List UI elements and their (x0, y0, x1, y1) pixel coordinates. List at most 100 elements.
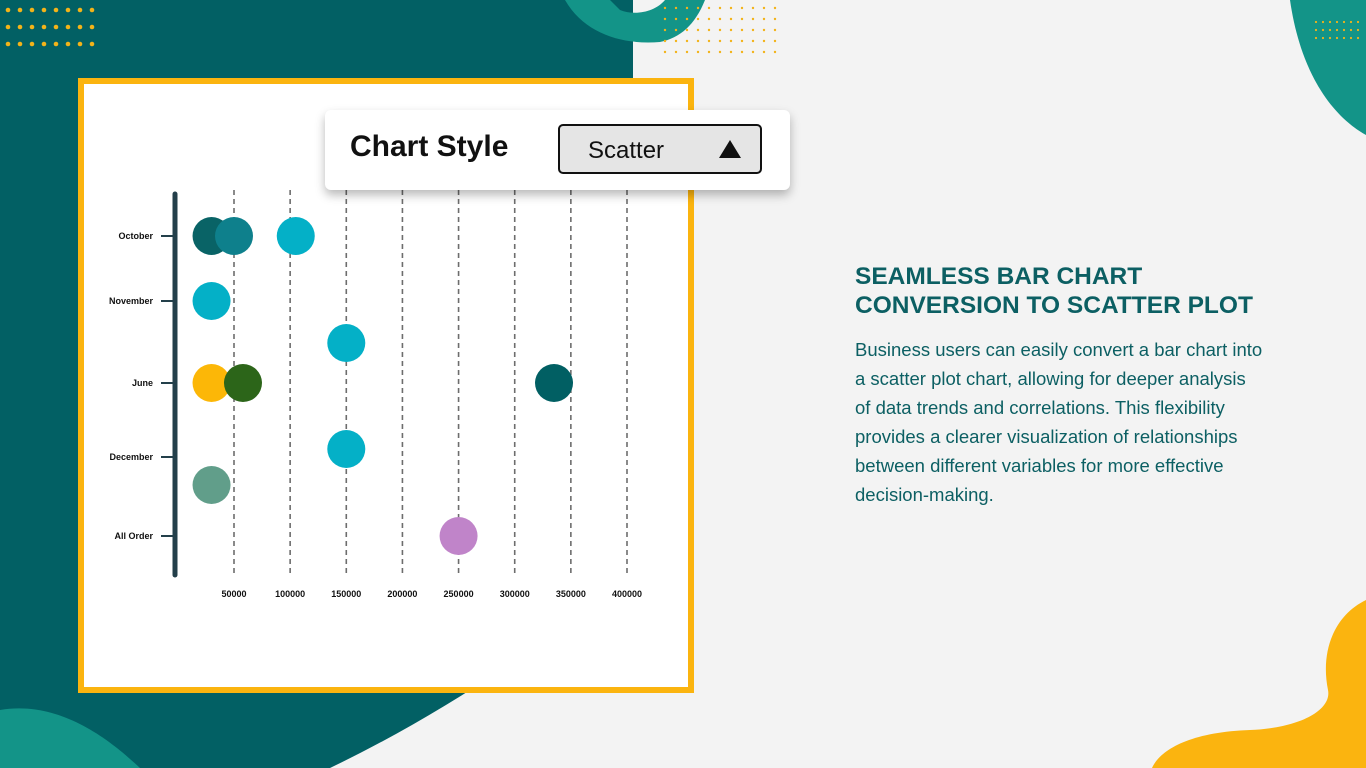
pattern-dot (740, 50, 744, 54)
pattern-dot (685, 50, 689, 54)
pattern-dot (762, 17, 766, 21)
pattern-dot (740, 17, 744, 21)
pattern-dot (1335, 20, 1339, 24)
scatter-point (535, 364, 574, 402)
pattern-dot (1314, 28, 1318, 32)
pattern-dot (718, 39, 722, 43)
pattern-dot (1321, 20, 1325, 24)
pattern-dot (1349, 20, 1353, 24)
pattern-dot (663, 6, 667, 10)
x-tick-label: 250000 (444, 589, 474, 599)
y-tick-label: November (109, 296, 154, 306)
yellow-bottom-right-shape (1152, 600, 1366, 768)
pattern-dot (718, 50, 722, 54)
pattern-dot (1342, 20, 1346, 24)
pattern-dot (65, 41, 71, 47)
pattern-dot (729, 6, 733, 10)
pattern-dot (729, 50, 733, 54)
pattern-dot (751, 28, 755, 32)
pattern-dot (663, 28, 667, 32)
dot-pattern-top-center (663, 6, 777, 54)
pattern-dot (762, 39, 766, 43)
dot-pattern-top-left (5, 7, 95, 47)
x-tick-label: 100000 (275, 589, 305, 599)
chart-style-label: Chart Style (350, 130, 509, 163)
pattern-dot (762, 50, 766, 54)
pattern-dot (762, 6, 766, 10)
feature-description: Business users can easily convert a bar … (855, 335, 1335, 509)
feature-heading: SEAMLESS BAR CHART CONVERSION TO SCATTER… (855, 262, 1335, 320)
pattern-dot (674, 17, 678, 21)
scatter-point (192, 282, 231, 320)
pattern-dot (1314, 20, 1318, 24)
scatter-point (192, 466, 231, 504)
chart-style-dropdown[interactable]: Scatter (558, 124, 762, 174)
pattern-dot (718, 6, 722, 10)
pattern-dot (1328, 28, 1332, 32)
teal-top-right-shape (1290, 0, 1366, 135)
pattern-dot (707, 17, 711, 21)
pattern-dot (685, 6, 689, 10)
pattern-dot (729, 28, 733, 32)
y-tick-label: All Order (114, 531, 153, 541)
feature-description-line: provides a clearer visualization of rela… (855, 426, 1238, 447)
scatter-point (327, 324, 366, 362)
pattern-dot (1314, 36, 1318, 40)
feature-description-line: a scatter plot chart, allowing for deepe… (855, 368, 1246, 389)
feature-heading-line: CONVERSION TO SCATTER PLOT (855, 292, 1253, 319)
scatter-point (276, 217, 315, 255)
pattern-dot (1349, 28, 1353, 32)
pattern-dot (685, 28, 689, 32)
pattern-dot (29, 7, 35, 13)
scatter-point (223, 364, 262, 402)
pattern-dot (17, 41, 23, 47)
pattern-dot (707, 50, 711, 54)
pattern-dot (729, 39, 733, 43)
pattern-dot (751, 50, 755, 54)
pattern-dot (663, 39, 667, 43)
pattern-dot (773, 28, 777, 32)
scatter-point (215, 217, 253, 255)
pattern-dot (29, 41, 35, 47)
pattern-dot (718, 17, 722, 21)
pattern-dot (5, 41, 11, 47)
y-tick-label: October (118, 231, 153, 241)
pattern-dot (751, 17, 755, 21)
pattern-dot (1335, 28, 1339, 32)
scatter-point (327, 430, 366, 468)
pattern-dot (5, 24, 11, 30)
pattern-dot (707, 39, 711, 43)
pattern-dot (773, 6, 777, 10)
pattern-dot (696, 6, 700, 10)
pattern-dot (41, 41, 47, 47)
pattern-dot (1356, 28, 1360, 32)
pattern-dot (740, 28, 744, 32)
pattern-dot (65, 24, 71, 30)
pattern-dot (65, 7, 71, 13)
triangle-up-icon (719, 140, 741, 158)
pattern-dot (751, 39, 755, 43)
pattern-dot (696, 28, 700, 32)
pattern-dot (674, 6, 678, 10)
pattern-dot (1349, 36, 1353, 40)
teal-bottom-left-blob (0, 708, 140, 768)
pattern-dot (696, 50, 700, 54)
scatter-chart: 50000 100000 150000 200000 250000 300000 35000… (109, 190, 642, 599)
pattern-dot (41, 7, 47, 13)
feature-description-line: Business users can easily convert a bar … (855, 339, 1263, 360)
dot-pattern-top-right (1314, 20, 1360, 40)
pattern-dot (707, 28, 711, 32)
y-tick-label: June (132, 378, 153, 388)
pattern-dot (1328, 36, 1332, 40)
pattern-dot (89, 7, 95, 13)
pattern-dot (53, 24, 59, 30)
pattern-dot (696, 17, 700, 21)
pattern-dot (674, 28, 678, 32)
teal-top-ring (565, 0, 705, 43)
pattern-dot (674, 39, 678, 43)
pattern-dot (77, 24, 83, 30)
scatter-point (192, 364, 231, 402)
pattern-dot (1328, 20, 1332, 24)
x-tick-label: 350000 (556, 589, 586, 599)
pattern-dot (17, 24, 23, 30)
